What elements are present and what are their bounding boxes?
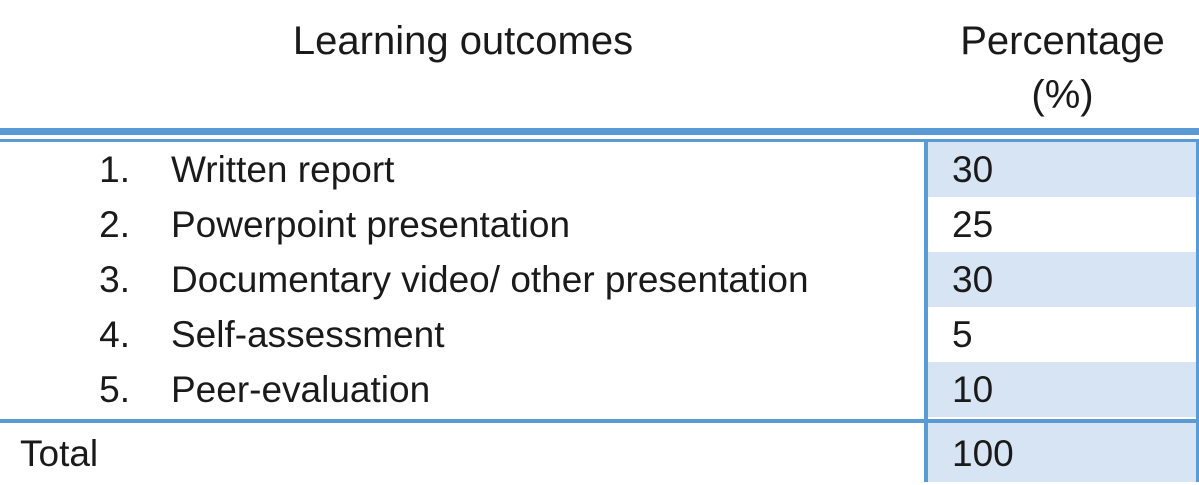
header-divider-thick bbox=[0, 128, 1199, 135]
percentage-cell: 30 bbox=[928, 252, 1196, 307]
column-divider bbox=[924, 139, 928, 482]
row-label: Self-assessment bbox=[171, 314, 445, 355]
column-header-learning-outcomes: Learning outcomes bbox=[292, 19, 634, 63]
row-label: Written report bbox=[171, 149, 395, 190]
row-number: 1. bbox=[99, 149, 130, 190]
percentage-cell: 5 bbox=[928, 307, 1196, 362]
row-number: 4. bbox=[99, 314, 130, 355]
row-label: Powerpoint presentation bbox=[171, 204, 571, 245]
total-percentage-cell: 100 bbox=[928, 423, 1196, 482]
total-row: Total 100 bbox=[0, 423, 1199, 482]
row-percentage: 5 bbox=[952, 314, 973, 355]
row-number: 3. bbox=[99, 259, 130, 300]
table-row: 2. Powerpoint presentation 25 bbox=[0, 197, 1199, 252]
percentage-cell: 25 bbox=[928, 197, 1196, 252]
column-header-percentage-line2: (%) bbox=[1031, 73, 1094, 117]
row-percentage: 30 bbox=[952, 259, 994, 300]
percentage-cell: 30 bbox=[928, 142, 1196, 197]
total-percentage: 100 bbox=[952, 433, 1014, 474]
row-percentage: 30 bbox=[952, 149, 994, 190]
total-label: Total bbox=[20, 433, 99, 474]
right-border bbox=[1196, 139, 1199, 482]
table-row: 4. Self-assessment 5 bbox=[0, 307, 1199, 362]
total-divider bbox=[0, 419, 1199, 423]
table-row: 5. Peer-evaluation 10 bbox=[0, 362, 1199, 417]
row-percentage: 10 bbox=[952, 369, 994, 410]
row-label: Peer-evaluation bbox=[171, 369, 431, 410]
column-header-percentage-line1: Percentage bbox=[960, 19, 1165, 63]
header-divider-thin bbox=[0, 139, 1199, 142]
column-header-percentage: Percentage (%) bbox=[926, 14, 1199, 122]
row-number: 2. bbox=[99, 204, 130, 245]
table-row: 3. Documentary video/ other presentation… bbox=[0, 252, 1199, 307]
row-number: 5. bbox=[99, 369, 130, 410]
percentage-cell: 10 bbox=[928, 362, 1196, 417]
table-row: 1. Written report 30 bbox=[0, 142, 1199, 197]
row-percentage: 25 bbox=[952, 204, 994, 245]
row-label: Documentary video/ other presentation bbox=[171, 259, 809, 300]
